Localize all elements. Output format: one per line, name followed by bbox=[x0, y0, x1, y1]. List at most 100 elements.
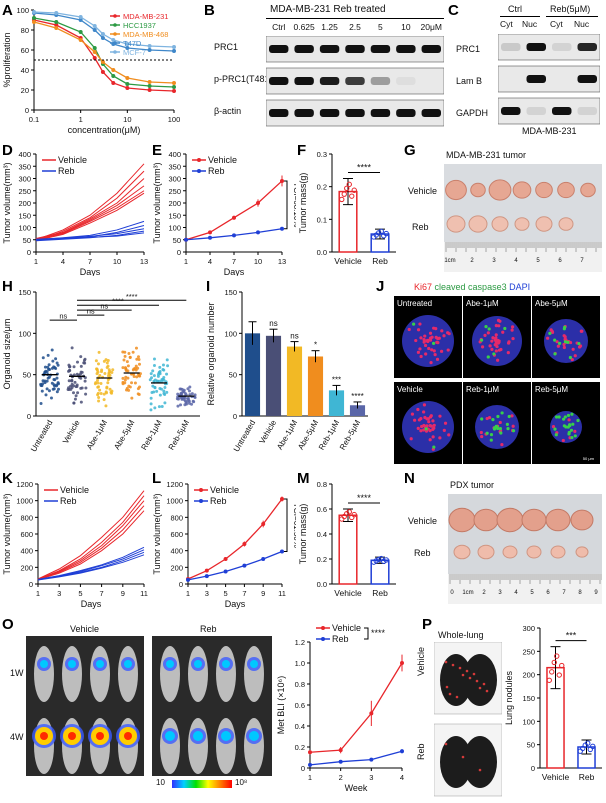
if-caspase-signal bbox=[566, 340, 570, 345]
if-caspase-signal bbox=[500, 411, 504, 415]
data-point bbox=[136, 392, 140, 396]
tumor bbox=[550, 545, 566, 559]
data-point bbox=[165, 358, 169, 362]
ruler-label: 8 bbox=[578, 590, 582, 596]
y-tick-label: 0.2 bbox=[295, 743, 305, 752]
y-tick-label: 100 bbox=[16, 6, 29, 15]
data-point bbox=[105, 385, 109, 389]
significance-label: **** bbox=[112, 297, 124, 306]
tumor bbox=[496, 507, 524, 533]
legend-marker bbox=[197, 169, 201, 173]
if-ki67-signal bbox=[501, 330, 505, 334]
blot-b-row-label: PRC1 bbox=[214, 42, 239, 52]
if-caspase-signal bbox=[496, 414, 500, 419]
y-tick-label: 100 bbox=[18, 329, 31, 338]
if-ki67-signal bbox=[573, 354, 577, 358]
legend-label: MDA-MB-231 bbox=[123, 12, 168, 21]
series-line bbox=[35, 163, 145, 241]
y-tick-label: 0.6 bbox=[295, 701, 305, 710]
bar bbox=[244, 333, 261, 416]
blot-c-lane: Nuc bbox=[522, 19, 538, 29]
if-ki67-signal bbox=[568, 340, 573, 345]
y-tick-label: 0.6 bbox=[317, 505, 327, 514]
data-point bbox=[338, 748, 343, 753]
data-point bbox=[46, 365, 50, 369]
if-caspase-signal bbox=[492, 352, 496, 356]
panel-letter-e: E bbox=[152, 142, 163, 159]
data-point bbox=[96, 381, 100, 385]
y-tick-label: 50 bbox=[229, 371, 237, 380]
y-axis-label: Tumor volume(mm³) bbox=[2, 162, 12, 243]
y-tick-label: 0.3 bbox=[317, 150, 327, 159]
data-point bbox=[559, 662, 565, 669]
blot-band bbox=[421, 109, 441, 117]
series-line bbox=[37, 554, 145, 581]
data-point bbox=[39, 402, 43, 406]
mouse bbox=[34, 646, 54, 702]
if-ki67-signal bbox=[570, 357, 574, 362]
blot-c-bands bbox=[498, 34, 600, 125]
bar bbox=[307, 356, 324, 416]
tumor bbox=[446, 215, 466, 233]
data-point bbox=[43, 365, 47, 369]
y-tick-label: 1200 bbox=[16, 480, 33, 489]
if-ki67-signal bbox=[419, 336, 423, 340]
blot-band bbox=[577, 43, 597, 51]
if-ki67-signal bbox=[487, 415, 492, 420]
data-point bbox=[551, 659, 557, 666]
mouse bbox=[216, 646, 236, 702]
data-point bbox=[124, 369, 128, 373]
series-line bbox=[35, 190, 145, 240]
data-point bbox=[97, 399, 101, 403]
data-point bbox=[204, 574, 209, 579]
if-ki67-signal bbox=[571, 347, 575, 351]
x-axis-label: Days bbox=[225, 599, 246, 609]
data-point bbox=[132, 375, 136, 379]
if-ki67-signal bbox=[416, 426, 420, 430]
panel-n-pdx-photo: PDX tumor Vehicle Reb 0 1cm 2 3 4 5 6 7 8 9 bbox=[408, 480, 604, 610]
lung-nodule bbox=[465, 669, 469, 673]
bli-group-label: Reb bbox=[200, 624, 217, 634]
legend-label: Vehicle bbox=[332, 623, 361, 633]
if-image-label: Reb-5μM bbox=[535, 385, 568, 394]
x-axis-label: Week bbox=[345, 783, 368, 793]
data-point bbox=[40, 389, 44, 393]
y-tick-label: 0 bbox=[531, 764, 535, 773]
y-tick-label: 0 bbox=[233, 412, 237, 421]
data-point bbox=[96, 385, 100, 389]
if-caspase-signal bbox=[424, 427, 428, 431]
x-tick-label: Reb-1μM bbox=[139, 418, 163, 451]
y-tick-label: 0 bbox=[29, 580, 33, 589]
data-point bbox=[125, 360, 129, 364]
data-point bbox=[151, 369, 155, 373]
if-ki67-signal bbox=[430, 335, 434, 339]
data-point bbox=[78, 18, 83, 22]
series-line bbox=[37, 490, 145, 580]
blot-b-lane-label: Ctrl bbox=[272, 22, 286, 32]
data-point bbox=[369, 711, 374, 716]
data-point bbox=[151, 384, 155, 388]
data-point bbox=[160, 379, 164, 383]
blot-b-lane-label: 5 bbox=[378, 22, 383, 32]
y-axis-label: Tumor volume(mm³) bbox=[152, 162, 162, 243]
data-point bbox=[106, 359, 110, 363]
lung-nodule bbox=[478, 686, 482, 690]
y-tick-label: 1.2 bbox=[295, 638, 305, 647]
pdx-photo-row-label: Vehicle bbox=[408, 516, 438, 526]
if-caspase-signal bbox=[563, 340, 568, 344]
y-tick-label: 300 bbox=[522, 624, 535, 633]
y-tick-label: 150 bbox=[224, 288, 237, 297]
data-point bbox=[338, 759, 343, 764]
data-point bbox=[138, 385, 142, 389]
blot-b-lane-labels: Ctrl 0.625 1.25 2.5 5 10 20μM bbox=[266, 22, 444, 34]
if-caspase-signal bbox=[411, 322, 416, 326]
data-point bbox=[102, 392, 106, 396]
y-tick-label: 100 bbox=[168, 224, 181, 233]
if-image-label: Vehicle bbox=[397, 385, 423, 394]
panel-o-bli-images: Vehicle Reb 1W 4W 10 10⁸ bbox=[10, 624, 272, 800]
x-tick-label: 10 bbox=[123, 115, 131, 124]
chart-a-proliferation: 0 20 40 60 80 100 %proliferation 0.1 1 10 100 conce… bbox=[2, 6, 180, 135]
ruler-label: 0 bbox=[450, 590, 454, 596]
x-tick-label: Vehicle bbox=[334, 588, 362, 598]
if-ki67-signal bbox=[414, 338, 418, 343]
